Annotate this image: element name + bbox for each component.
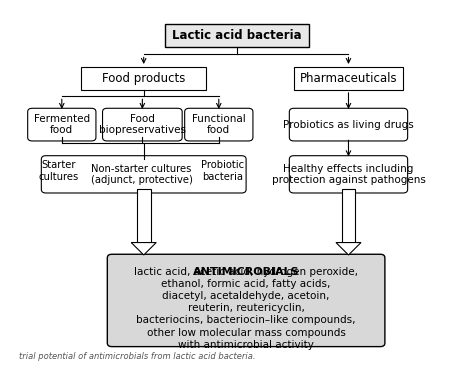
Text: Starter
cultures: Starter cultures: [38, 160, 79, 182]
FancyBboxPatch shape: [289, 156, 408, 193]
Text: Food products: Food products: [102, 72, 185, 85]
Polygon shape: [131, 243, 156, 255]
Text: Non-starter cultures
(adjunct, protective): Non-starter cultures (adjunct, protectiv…: [91, 164, 192, 185]
Text: trial potential of antimicrobials from lactic acid bacteria.: trial potential of antimicrobials from l…: [18, 352, 255, 361]
Text: Lactic acid bacteria: Lactic acid bacteria: [172, 29, 302, 42]
Text: Pharmaceuticals: Pharmaceuticals: [300, 72, 397, 85]
Text: Probiotic
bacteria: Probiotic bacteria: [201, 160, 244, 182]
Text: ANTIMICROBIALS: ANTIMICROBIALS: [193, 267, 300, 277]
Polygon shape: [336, 243, 361, 255]
Text: Healthy effects including
protection against pathogens: Healthy effects including protection aga…: [272, 164, 426, 185]
Polygon shape: [342, 189, 356, 243]
FancyBboxPatch shape: [81, 67, 206, 90]
FancyBboxPatch shape: [294, 67, 403, 90]
Text: Fermented
food: Fermented food: [34, 114, 90, 135]
FancyBboxPatch shape: [41, 156, 246, 193]
Polygon shape: [137, 189, 151, 243]
FancyBboxPatch shape: [165, 24, 309, 47]
FancyBboxPatch shape: [185, 108, 253, 141]
FancyBboxPatch shape: [102, 108, 182, 141]
FancyBboxPatch shape: [289, 108, 408, 141]
Text: Functional
food: Functional food: [192, 114, 246, 135]
Text: Food
biopreservatives: Food biopreservatives: [99, 114, 186, 135]
Text: Probiotics as living drugs: Probiotics as living drugs: [283, 120, 414, 130]
Text: lactic acid, acetic acid, hydrogen peroxide,
ethanol, formic acid, fatty acids,
: lactic acid, acetic acid, hydrogen perox…: [134, 266, 358, 350]
FancyBboxPatch shape: [27, 108, 96, 141]
FancyBboxPatch shape: [107, 254, 385, 347]
